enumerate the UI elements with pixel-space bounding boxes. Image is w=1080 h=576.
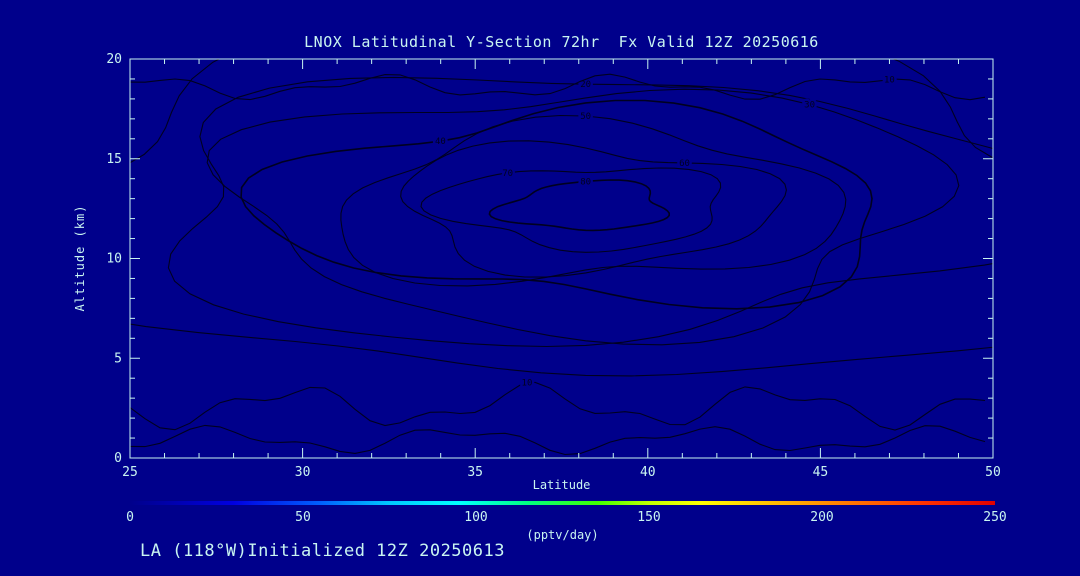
contour-label: 10 [522, 379, 533, 389]
contour-label: 30 [804, 101, 815, 111]
contour-line [130, 73, 986, 101]
contour-label: 70 [502, 169, 513, 179]
contour-line [130, 59, 993, 377]
colorbar-tick-label: 0 [126, 510, 134, 525]
y-tick-label: 5 [114, 351, 122, 366]
contour-line [240, 99, 873, 310]
colorbar-tick-label: 200 [810, 510, 834, 525]
contour-label: 10 [237, 43, 248, 53]
contour-label: 20 [580, 80, 591, 90]
x-axis-label: Latitude [532, 478, 591, 492]
contour-label: 80 [580, 178, 591, 188]
x-tick-label: 30 [295, 465, 311, 480]
contour-label: 60 [679, 159, 690, 169]
y-tick-label: 15 [106, 152, 122, 167]
y-tick-label: 0 [114, 451, 122, 466]
colorbar-tick-label: 250 [983, 510, 1007, 525]
contour-line [130, 424, 986, 456]
colorbar-tick-label: 150 [637, 510, 661, 525]
x-tick-label: 40 [640, 465, 656, 480]
colorbar-tick-label: 50 [295, 510, 311, 525]
colorbar-gradient [130, 501, 995, 505]
contour-lines-group: 10 20 30 40 50 60 70 80 10 10 [130, 43, 993, 456]
y-tick-label: 20 [106, 52, 122, 67]
contour-line [488, 179, 670, 232]
x-tick-label: 50 [985, 465, 1001, 480]
contour-line [340, 114, 847, 287]
contour-label: 10 [884, 76, 895, 86]
contour-line [400, 140, 787, 278]
contour-label: 50 [580, 112, 591, 122]
y-tick-label: 10 [106, 252, 122, 267]
contour-line [167, 76, 993, 348]
x-tick-label: 25 [122, 465, 138, 480]
x-tick-label: 35 [467, 465, 483, 480]
contour-label: 40 [435, 137, 446, 147]
colorbar-tick-label: 100 [464, 510, 488, 525]
contour-line [420, 167, 722, 253]
x-tick-label: 45 [813, 465, 829, 480]
colorbar-unit-label: (pptv/day) [526, 528, 599, 542]
contour-line [206, 88, 960, 346]
plot-frame [129, 58, 994, 459]
colorbar-ticks: 0 50 100 150 200 250 [126, 510, 1007, 528]
contour-line [130, 381, 986, 431]
footer-annotation: LA (118°W)Initialized 12Z 20250613 [140, 541, 505, 561]
plot-title: LNOX Latitudinal Y-Section 72hr Fx Valid… [304, 33, 819, 51]
